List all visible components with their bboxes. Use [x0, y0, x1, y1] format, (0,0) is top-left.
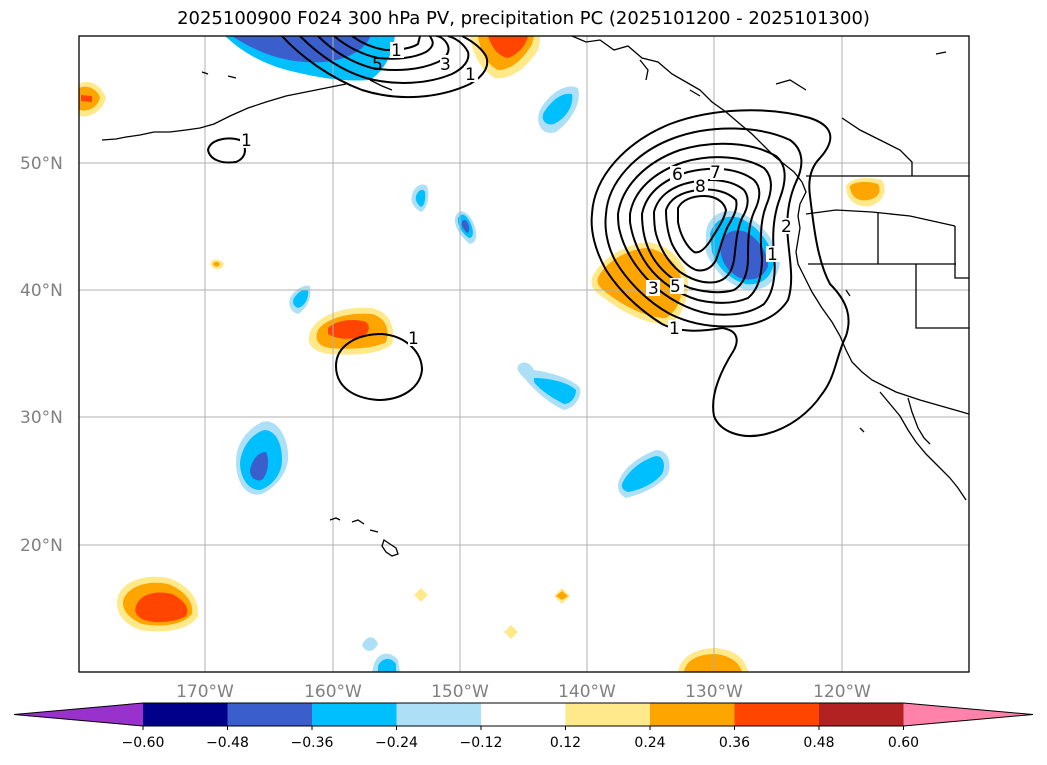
lat-label: 50°N: [20, 154, 63, 174]
colorbar-tick-label: 0.48: [803, 735, 834, 751]
colorbar-right-arrow: [903, 703, 1033, 726]
colorbar-tick-labels: −0.60 −0.48 −0.36 −0.24 −0.12 0.12 0.24 0.36 0.4…: [122, 726, 919, 751]
precip-negative-patch: [461, 219, 470, 233]
precip-negative-patch: [415, 189, 426, 207]
lat-label: 30°N: [20, 408, 63, 428]
contour-label: 1: [408, 329, 419, 349]
colorbar-tick-label: 0.12: [550, 735, 581, 751]
colorbar-tick-label: −0.48: [206, 735, 249, 751]
map-border: [78, 35, 970, 673]
precip-negative-patch: [621, 456, 664, 492]
precip-negative-patch: [362, 637, 378, 651]
precip-negative-patch: [534, 378, 576, 404]
precip-negative-patch: [232, 36, 370, 63]
colorbar-tick-label: −0.24: [375, 735, 418, 751]
colorbar-tick-label: −0.60: [122, 735, 165, 751]
precip-positive-patch: [850, 181, 880, 201]
precip-positive-patch: [488, 36, 528, 58]
precip-negative-patch: [378, 658, 396, 672]
colorbar-tick-label: 0.36: [719, 735, 750, 751]
colorbar-tick-label: 0.24: [634, 735, 665, 751]
contour-label: 1: [669, 319, 680, 339]
longitude-labels: 170°W 160°W 150°W 140°W 130°W 120°W: [176, 682, 871, 702]
precip-positive-patch: [414, 588, 428, 602]
latitude-labels: 50°N 40°N 30°N 20°N: [20, 154, 63, 556]
precipitation-shading: [79, 36, 885, 672]
lon-label: 150°W: [431, 682, 489, 702]
colorbar-segment: [565, 703, 651, 726]
contour-label: 5: [670, 277, 681, 297]
contour-label: 1: [391, 41, 402, 61]
contour-label: 1: [241, 131, 252, 151]
lon-label: 130°W: [685, 682, 743, 702]
lon-label: 160°W: [304, 682, 362, 702]
map-title: 2025100900 F024 300 hPa PV, precipitatio…: [177, 8, 870, 29]
coastlines: [101, 36, 969, 557]
contour-label: 8: [695, 177, 706, 197]
colorbar-tick-label: −0.12: [460, 735, 503, 751]
precip-positive-patch: [328, 320, 369, 339]
lat-label: 20°N: [20, 536, 63, 556]
precip-positive-patch: [135, 592, 188, 623]
contour-label: 6: [672, 165, 683, 185]
precip-positive-patch: [556, 591, 568, 600]
lon-label: 140°W: [558, 682, 616, 702]
colorbar-segment: [734, 703, 820, 726]
lat-label: 40°N: [20, 281, 63, 301]
precip-positive-patch: [213, 261, 220, 267]
colorbar-segment: [481, 703, 566, 726]
colorbar: [13, 702, 1034, 727]
colorbar-segment: [819, 703, 904, 726]
precip-negative-patch: [542, 93, 573, 125]
lon-label: 170°W: [176, 682, 234, 702]
contour-label: 1: [767, 245, 778, 265]
precip-negative-patch: [293, 289, 309, 308]
contour-label: 2: [781, 217, 792, 237]
precip-positive-patch: [684, 654, 742, 672]
colorbar-segment: [650, 703, 735, 726]
precip-negative-patch: [250, 452, 269, 481]
colorbar-segment: [396, 703, 482, 726]
contour-label-halos: [240, 42, 794, 346]
contour-label: 3: [440, 55, 451, 75]
precip-positive-patch: [81, 95, 92, 102]
contour-label: 3: [648, 279, 659, 299]
colorbar-segment: [227, 703, 313, 726]
colorbar-tick-label: −0.36: [291, 735, 334, 751]
map-frame: [79, 36, 969, 672]
lon-label: 120°W: [813, 682, 871, 702]
colorbar-left-arrow: [14, 703, 143, 726]
colorbar-tick-label: 0.60: [888, 735, 919, 751]
precip-positive-patch: [504, 625, 518, 639]
colorbar-segment: [143, 703, 228, 726]
contour-label: 1: [465, 65, 476, 85]
contour-label: 5: [372, 55, 383, 75]
colorbar-segment: [312, 703, 397, 726]
contour-label: 7: [710, 163, 721, 183]
contour-labels: 1 3 1 1 7 6 8 2 1 3 5 1 1 5: [241, 41, 792, 349]
